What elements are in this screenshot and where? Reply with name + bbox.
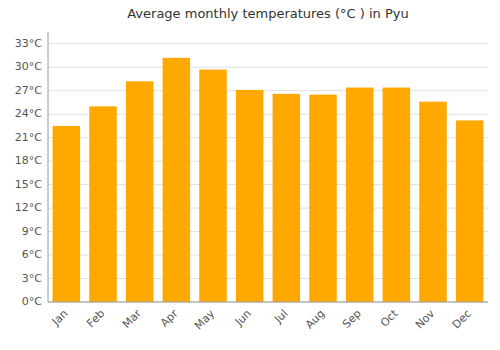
y-tick-label: 18°C [15, 154, 42, 167]
grid [48, 44, 488, 302]
y-axis: 0°C 3°C 6°C 9°C 12°C 15°C 18°C 21°C 24°C 27°C 30°C… [15, 32, 48, 308]
bar [163, 58, 191, 302]
grid-line [48, 43, 488, 44]
bar [126, 81, 153, 302]
x-tick-label: Mar [120, 307, 144, 331]
chart: 0°C 3°C 6°C 9°C 12°C 15°C 18°C 21°C 24°C 27°C 30°C… [0, 0, 500, 350]
grid-line [48, 90, 488, 91]
y-tick-label: 12°C [15, 201, 42, 214]
bar [89, 106, 117, 302]
y-tick-label: 33°C [15, 37, 42, 50]
x-tick-label: Apr [158, 307, 181, 330]
y-tick-label: 27°C [15, 84, 42, 97]
grid-line [48, 302, 488, 303]
y-tick-label: 21°C [15, 131, 42, 144]
y-tick-label: 24°C [15, 107, 42, 120]
x-tick-label: Feb [84, 307, 107, 330]
bar [456, 120, 484, 302]
bar [236, 90, 264, 302]
x-axis: Jan Feb Mar Apr May Jun Jul Aug Sep Oct Nov Dec [48, 302, 488, 332]
x-tick-label: May [192, 307, 218, 333]
x-tick-label: Sep [340, 307, 364, 331]
x-tick-label: Jul [271, 307, 290, 326]
grid-line [48, 67, 488, 68]
y-tick-label: 30°C [15, 60, 42, 73]
x-tick-label: Dec [450, 307, 474, 331]
bar [346, 88, 374, 302]
title: Average monthly temperatures (°C ) in Py… [127, 6, 409, 21]
x-tick-label: Aug [303, 307, 327, 331]
x-tick-label: Jan [49, 307, 71, 329]
x-tick-label: Oct [378, 307, 401, 330]
bar [199, 70, 227, 302]
y-tick-label: 3°C [22, 272, 42, 285]
bar [309, 95, 337, 302]
x-tick-label: Nov [413, 307, 438, 332]
x-axis-line [48, 302, 488, 303]
y-tick-label: 15°C [15, 178, 42, 191]
bar [53, 126, 80, 302]
x-tick-label: Jun [232, 307, 254, 329]
y-tick-label: 6°C [22, 248, 42, 261]
bar [273, 94, 301, 302]
y-tick-label: 9°C [22, 225, 42, 238]
bars [53, 58, 484, 302]
bar [419, 102, 447, 302]
y-axis-line [48, 32, 49, 302]
bar [383, 88, 411, 302]
y-tick-label: 0°C [22, 295, 42, 308]
